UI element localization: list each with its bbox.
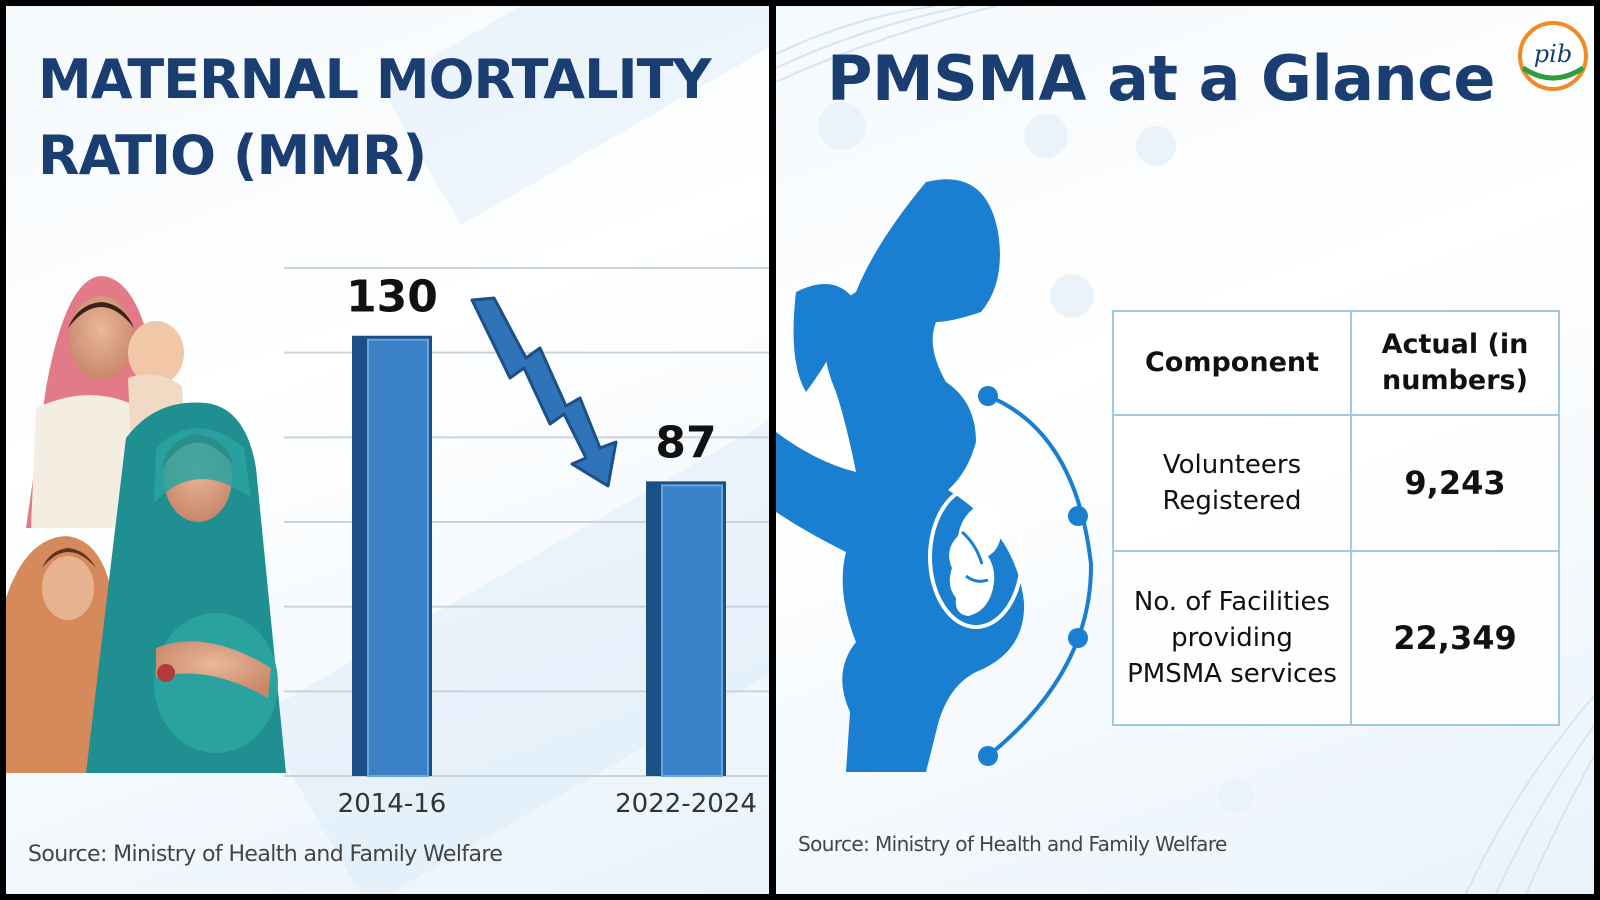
pregnant-woman-silhouette-icon — [776, 179, 1094, 772]
table-header-row: Component Actual (in numbers) — [1112, 310, 1560, 416]
down-trend-arrow-icon — [470, 296, 618, 488]
pmsma-table: Component Actual (in numbers) Volunteers… — [1112, 310, 1560, 726]
table-cell-value: 9,243 — [1350, 414, 1560, 552]
mother-child-photo-illustration — [6, 276, 286, 773]
bar — [367, 338, 429, 777]
source-note: Source: Ministry of Health and Family We… — [798, 832, 1227, 856]
bar-2014-16 — [352, 335, 432, 777]
table-row: Volunteers Registered 9,243 — [1112, 414, 1560, 552]
pmsma-panel: PMSMA at a Glance pib Component Actual (… — [776, 6, 1594, 894]
table-header-actual: Actual (in numbers) — [1350, 310, 1560, 416]
table-header-component: Component — [1112, 310, 1352, 416]
table-cell-component: Volunteers Registered — [1112, 414, 1352, 552]
table-row: No. of Facilities providing PMSMA servic… — [1112, 550, 1560, 726]
mmr-title: MATERNAL MORTALITY RATIO (MMR) — [38, 48, 712, 187]
pmsma-title: PMSMA at a Glance — [827, 42, 1495, 115]
mmr-panel: MATERNAL MORTALITY RATIO (MMR) 130 2014-1… — [6, 6, 769, 894]
pib-logo: pib — [1517, 20, 1589, 92]
table-cell-component: No. of Facilities providing PMSMA servic… — [1112, 550, 1352, 726]
bar — [661, 484, 723, 777]
category-label: 2022-2024 — [615, 789, 757, 819]
pib-logo-text: pib — [1534, 40, 1572, 68]
bar-value-label: 87 — [655, 417, 716, 468]
bar-value-label: 130 — [346, 272, 438, 323]
source-note: Source: Ministry of Health and Family We… — [28, 842, 503, 867]
mmr-bar-chart: 130 2014-16 87 2022-2024 — [284, 267, 769, 819]
bar-2022-2024 — [646, 481, 726, 777]
category-label: 2014-16 — [338, 789, 447, 819]
table-cell-value: 22,349 — [1350, 550, 1560, 726]
